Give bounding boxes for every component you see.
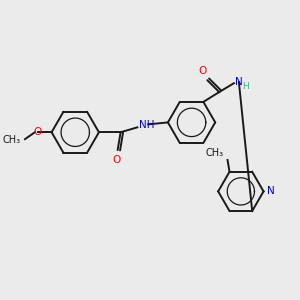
Text: N: N [235,77,243,87]
Text: N: N [268,186,275,197]
Text: O: O [34,127,42,137]
Text: CH₃: CH₃ [206,148,224,158]
Text: H: H [242,82,249,91]
Text: O: O [198,66,206,76]
Text: NH: NH [139,120,155,130]
Text: CH₃: CH₃ [3,135,21,145]
Text: O: O [112,155,121,165]
